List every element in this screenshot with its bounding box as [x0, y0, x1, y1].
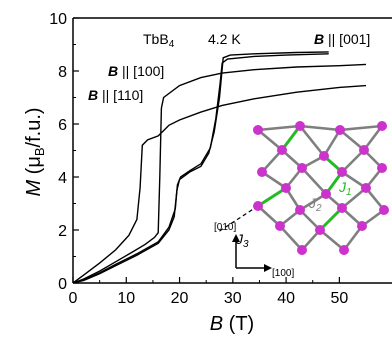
series-line-3	[72, 53, 329, 284]
tb-atom	[339, 245, 349, 255]
tb-atom	[337, 203, 347, 213]
lattice-bond	[341, 149, 365, 173]
y-tick-label: 4	[58, 170, 67, 187]
dir-010-label: [010]	[214, 222, 236, 233]
inset-atoms	[253, 121, 389, 255]
y-axis-label: M (μB/f.u.)	[23, 107, 47, 196]
lattice-bond	[339, 124, 383, 132]
y-tick-label: 8	[58, 64, 67, 81]
tb-atom	[361, 183, 371, 193]
y-tick-label: 0	[58, 276, 67, 293]
lattice-bond	[298, 125, 326, 157]
series-layer	[72, 51, 367, 284]
annotation-b110: B || [110]	[88, 87, 143, 103]
j1-bond	[257, 186, 287, 208]
tb-atom	[297, 245, 307, 255]
tb-atom	[321, 189, 331, 199]
tb-atom	[253, 201, 263, 211]
x-tick-label: 10	[117, 290, 135, 307]
x-tick-label: 30	[224, 290, 242, 307]
x-axis-label: B (T)	[210, 313, 254, 335]
tb-atom	[379, 205, 389, 215]
tb-atom	[253, 125, 263, 135]
x-tick-label: 40	[277, 290, 295, 307]
tb-atom	[335, 125, 345, 135]
lattice-inset: J1 J2 J3 [010] [100]	[214, 121, 389, 279]
lattice-bond	[339, 129, 365, 151]
lattice-bond	[279, 225, 303, 251]
series-line-0	[72, 63, 367, 284]
tb-atom	[295, 121, 305, 131]
compound-label: TbB4	[143, 31, 175, 50]
j3-bond-line	[217, 205, 259, 233]
y-tick-label: 2	[58, 223, 67, 240]
tb-atom	[357, 221, 367, 231]
lattice-bond	[322, 129, 342, 157]
x-tick-label: 0	[69, 290, 78, 307]
arrow-010-head	[232, 234, 240, 242]
tb-atom	[277, 145, 287, 155]
lattice-bond	[257, 124, 301, 132]
series-line-2	[72, 51, 329, 284]
y-tick-label: 10	[49, 11, 67, 28]
y-tick-label: 6	[58, 117, 67, 134]
j1-bond	[318, 206, 344, 232]
tb-atom	[337, 167, 347, 177]
lattice-bond	[319, 229, 345, 251]
x-tick-label: 20	[171, 290, 189, 307]
tb-atom	[295, 205, 305, 215]
temperature-label: 4.2 K	[208, 31, 241, 47]
tb-atom	[359, 145, 369, 155]
arrow-100-head	[264, 264, 272, 272]
series-line-1	[72, 84, 367, 284]
tb-atom	[275, 221, 285, 231]
lattice-bond	[341, 187, 367, 209]
lattice-bond	[301, 167, 327, 195]
y-ticks: 0 2 4 6 8 10	[49, 11, 79, 293]
tb-atom	[377, 163, 387, 173]
annotation-b100: B || [100]	[108, 63, 164, 79]
lattice-bond	[299, 124, 341, 132]
lattice-bond	[299, 192, 327, 212]
tb-atom	[281, 183, 291, 193]
x-ticks: 0 10 20 30 40 50	[69, 277, 348, 307]
lattice-bond	[257, 129, 283, 151]
dir-100-label: [100]	[272, 268, 294, 279]
tb-atom	[377, 121, 387, 131]
tb-atom	[315, 225, 325, 235]
annotation-b001: B || [001]	[314, 31, 370, 47]
x-tick-label: 50	[330, 290, 348, 307]
tb-atom	[319, 151, 329, 161]
tb-atom	[297, 163, 307, 173]
j1-label: J1	[338, 179, 352, 198]
tb-atom	[257, 167, 267, 177]
